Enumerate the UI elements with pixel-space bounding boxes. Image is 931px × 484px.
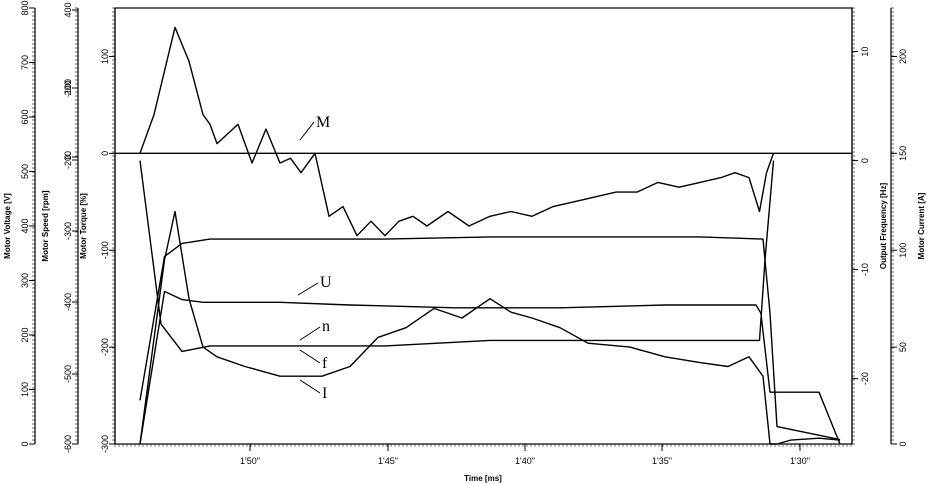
motor_voltage-axis-title: Motor Voltage [V] (3, 193, 12, 259)
series-label-n: n (322, 318, 330, 335)
series-label-I: I (322, 385, 327, 402)
motor_voltage-tick-label: 200 (20, 327, 30, 342)
label-layer: M Un fI (297, 114, 332, 402)
series-line-U (139, 290, 841, 445)
x-tick-label: 1'40" (515, 456, 535, 466)
motor_torque-axis-title: Motor Torque [%] (79, 193, 88, 259)
motor_speed-tick-label: -300 (63, 222, 73, 240)
output_frequency-tick-label: -20 (860, 372, 870, 385)
x-axis-title: Time [ms] (464, 474, 502, 483)
x-tick-label: 1'45" (378, 456, 398, 466)
motor_voltage-tick-label: 300 (20, 273, 30, 288)
motor_voltage-tick-label: 600 (20, 109, 30, 124)
motor_voltage-tick-label: 0 (20, 441, 30, 446)
output_frequency-tick-label: -10 (860, 263, 870, 276)
x-tick-label: 1'35" (652, 456, 672, 466)
motor_voltage-tick-label: 400 (20, 218, 30, 233)
motor_speed-tick-label: -600 (63, 435, 73, 453)
motor_current-tick-label: 150 (898, 146, 908, 161)
motor_voltage-tick-label: 800 (20, 0, 30, 15)
series-line-M (139, 26, 775, 237)
series-label-U: U (320, 274, 332, 291)
leader-line-n (299, 326, 321, 341)
motor_current-tick-label: 100 (898, 243, 908, 258)
series-layer (139, 26, 841, 445)
motor_speed-tick-label: 400 (63, 2, 73, 17)
series-label-f: f (322, 355, 328, 372)
series-line-I (139, 210, 841, 445)
series-line-f (139, 160, 775, 353)
leader-line-I (299, 379, 321, 394)
leader-line-f (299, 349, 321, 364)
output_frequency-tick-label: 0 (860, 158, 870, 163)
plot-frame (114, 7, 853, 445)
motor_current-tick-label: 50 (898, 342, 908, 352)
motor_speed-tick-label: -500 (63, 365, 73, 383)
motor_torque-tick-label: 0 (100, 151, 110, 156)
leader-line-M (299, 121, 315, 141)
motor_speed-tick-label: -100 (63, 79, 73, 97)
output_frequency-tick-label: 10 (860, 47, 870, 57)
motor_voltage-tick-label: 700 (20, 55, 30, 70)
motor_speed-tick-label: 200 (63, 80, 73, 95)
motor_voltage-tick-label: 500 (20, 164, 30, 179)
x-tick-label: 1'50" (240, 456, 260, 466)
motor_speed-tick-label: 0 (63, 154, 73, 159)
motor_current-tick-label: 0 (898, 441, 908, 446)
motor_speed-tick-label: -200 (63, 151, 73, 169)
series-label-M: M (316, 114, 330, 131)
motor_current-tick-label: 200 (898, 49, 908, 64)
series-line-n (139, 236, 841, 441)
motor_speed-tick-label: -400 (63, 293, 73, 311)
motor_torque-tick-label: -300 (100, 435, 110, 453)
motor_torque-tick-label: 100 (100, 49, 110, 64)
output_frequency-axis-title: Output Frequency [Hz] (879, 183, 888, 270)
motor_torque-tick-label: -100 (100, 241, 110, 259)
motor_torque-tick-label: -200 (100, 338, 110, 356)
motor_current-axis-title: Motor Current [A] (917, 192, 926, 259)
leader-line-U (297, 282, 319, 296)
motor_voltage-tick-label: 100 (20, 382, 30, 397)
motor_speed-axis-title: Motor Speed [rpm] (41, 190, 50, 261)
x-tick-label: 1'30" (790, 456, 810, 466)
